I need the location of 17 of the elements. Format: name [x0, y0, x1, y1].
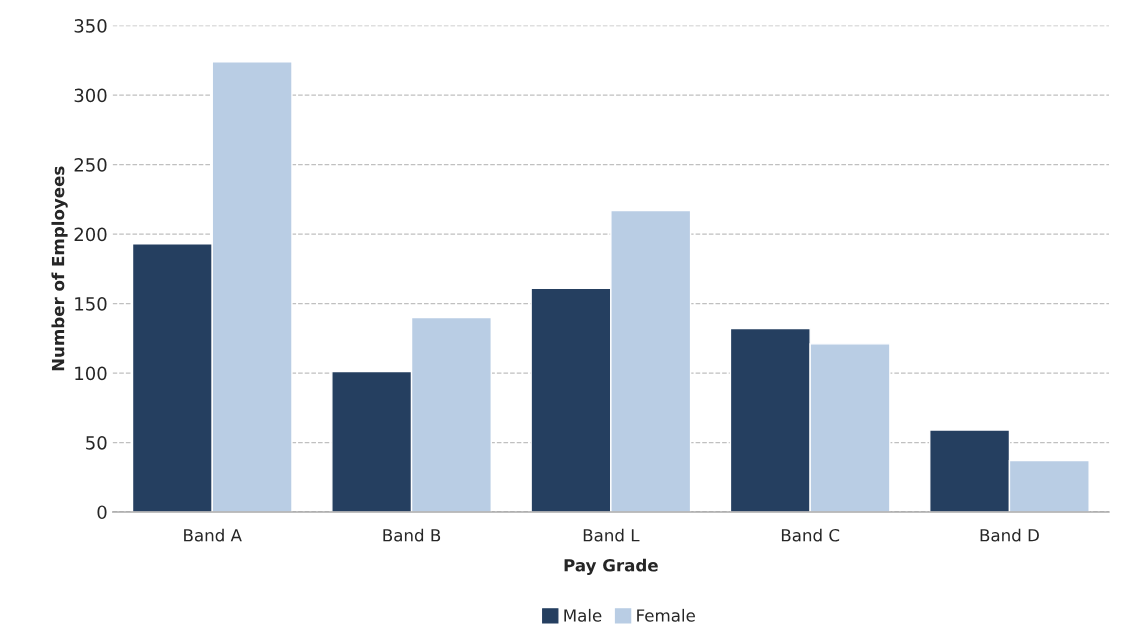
y-tick-label: 300 [74, 88, 107, 103]
legend-label: Male [564, 608, 602, 622]
y-tick-label: 100 [75, 366, 107, 381]
y-tick-label: 0 [97, 505, 107, 520]
y-tick-label: 50 [86, 435, 107, 450]
x-axis-title: Pay Grade [564, 558, 658, 575]
y-axis-title: Number of Employees [51, 166, 68, 371]
y-tick-label: 350 [74, 19, 107, 33]
x-tick-label: Band A [184, 528, 242, 542]
legend-label: Female [637, 608, 695, 622]
x-tick-label: Band D [980, 528, 1039, 542]
y-tick-label: 200 [74, 227, 107, 242]
x-tick-label: Band L [583, 528, 640, 542]
y-tick-label: 250 [74, 158, 107, 172]
y-tick-label: 150 [75, 297, 107, 311]
x-tick-label: Band B [383, 528, 441, 542]
x-tick-label: Band C [781, 528, 840, 542]
